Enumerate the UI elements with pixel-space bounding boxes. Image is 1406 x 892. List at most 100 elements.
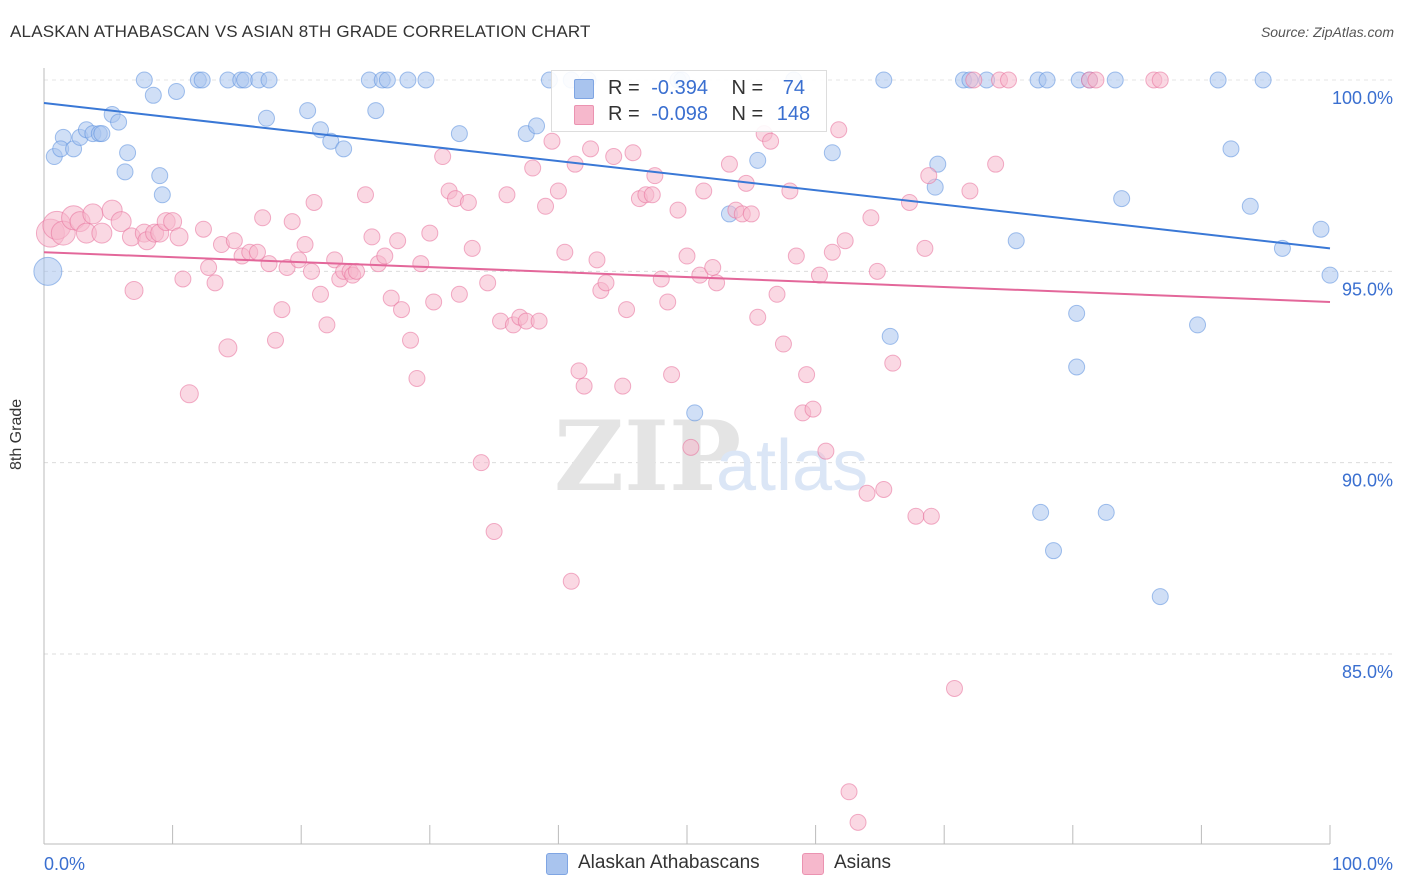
legend-r-label: R = — [608, 103, 640, 125]
data-point — [720, 155, 738, 173]
data-point — [798, 366, 816, 384]
data-point — [704, 259, 722, 277]
y-tick-label: 85.0% — [1342, 662, 1393, 682]
data-point — [528, 117, 546, 135]
data-point — [472, 454, 490, 472]
data-point — [804, 400, 822, 418]
data-point — [768, 285, 786, 303]
data-point — [399, 71, 417, 89]
data-point — [151, 167, 169, 185]
data-point — [194, 220, 212, 238]
data-point — [450, 285, 468, 303]
legend-n-label: N = — [731, 77, 764, 99]
data-point — [110, 113, 128, 131]
data-point — [254, 209, 272, 227]
data-point — [296, 236, 314, 254]
trend-line-alaskan — [43, 101, 1331, 250]
data-point — [357, 186, 374, 204]
data-point — [987, 155, 1005, 173]
data-point — [643, 186, 661, 204]
data-point — [257, 109, 275, 127]
data-point — [485, 523, 503, 541]
legend-n-label: N = — [731, 103, 764, 125]
data-point — [450, 125, 468, 143]
data-point — [920, 167, 938, 185]
data-point — [614, 377, 632, 395]
data-point — [1045, 542, 1063, 560]
data-point — [119, 144, 137, 162]
y-tick-label: 90.0% — [1342, 471, 1393, 491]
data-point — [179, 384, 199, 404]
data-point — [1241, 197, 1259, 215]
bottom-swatch-alaskan — [546, 853, 568, 875]
x-tick-label: 100.0% — [1332, 854, 1393, 874]
legend-n-value: 148 — [776, 103, 811, 125]
data-point — [376, 247, 394, 265]
data-point — [1068, 304, 1086, 322]
data-point — [1254, 71, 1272, 89]
data-point — [849, 813, 867, 831]
data-point — [1032, 503, 1050, 521]
series-alaskan-athabascans — [33, 71, 1339, 606]
x-tick-label: 0.0% — [44, 854, 85, 874]
data-point — [498, 186, 516, 204]
data-point — [1007, 232, 1025, 250]
data-point — [218, 338, 238, 358]
trend-lines — [43, 101, 1331, 303]
legend-r-label: R = — [608, 77, 640, 99]
data-point — [463, 239, 481, 257]
watermark-zip: ZIP — [554, 400, 741, 513]
data-point — [382, 289, 400, 307]
data-point — [412, 255, 430, 273]
data-point — [1222, 140, 1240, 158]
data-point — [1312, 220, 1330, 238]
data-point — [1106, 71, 1124, 89]
data-point — [260, 71, 278, 89]
chart-title: ALASKAN ATHABASCAN VS ASIAN 8TH GRADE CO… — [10, 22, 591, 41]
data-point — [749, 151, 767, 169]
data-point — [678, 247, 696, 265]
data-point — [1189, 316, 1207, 334]
data-point — [961, 182, 979, 200]
data-point — [144, 86, 162, 104]
data-point — [347, 262, 365, 280]
data-point — [322, 132, 340, 150]
data-point — [530, 312, 548, 330]
data-point — [367, 102, 385, 120]
data-point — [686, 404, 704, 422]
y-tick-labels: 100.0% 95.0% 90.0% 85.0% — [1332, 88, 1393, 682]
data-point — [421, 224, 439, 242]
bottom-legend-label: Asians — [834, 852, 892, 873]
series-asians — [35, 71, 1169, 831]
data-point — [33, 256, 63, 286]
data-point — [236, 71, 254, 89]
axes — [43, 68, 1331, 845]
data-point — [537, 197, 555, 215]
data-point — [82, 203, 104, 225]
data-point — [875, 71, 893, 89]
data-point — [135, 71, 153, 89]
data-point — [646, 167, 664, 185]
data-point — [1151, 71, 1169, 89]
data-point — [311, 285, 329, 303]
data-point — [434, 148, 452, 166]
data-point — [260, 255, 278, 273]
legend-r-value: -0.098 — [651, 103, 708, 125]
data-point — [669, 201, 687, 219]
data-point — [862, 209, 880, 227]
data-point — [479, 274, 497, 292]
data-point — [174, 270, 192, 288]
data-point — [659, 293, 677, 311]
data-point — [916, 239, 934, 257]
data-point — [378, 71, 396, 89]
data-point — [110, 211, 132, 233]
data-point — [562, 572, 580, 590]
data-point — [875, 480, 893, 498]
y-tick-label: 100.0% — [1332, 88, 1393, 108]
data-point — [1068, 358, 1086, 376]
bottom-legend-label: Alaskan Athabascans — [578, 852, 760, 873]
data-point — [225, 232, 243, 250]
data-point — [597, 274, 615, 292]
data-point — [124, 280, 144, 300]
